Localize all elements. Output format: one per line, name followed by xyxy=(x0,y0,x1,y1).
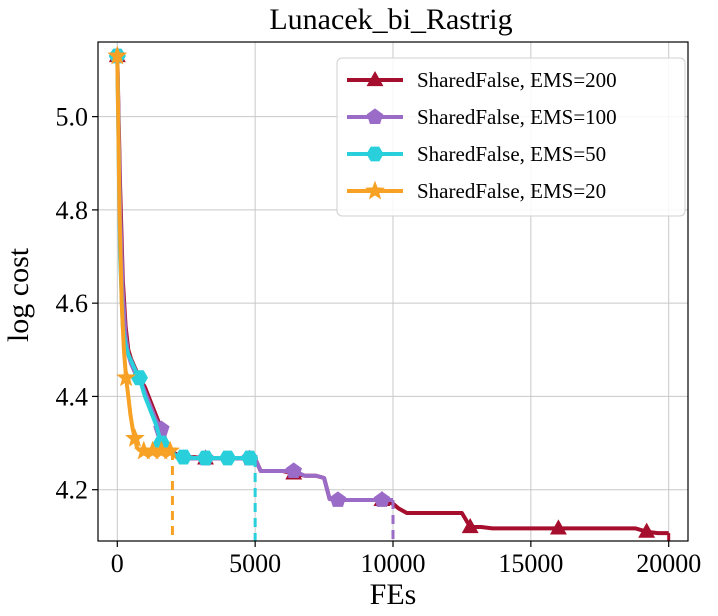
series-marker-1 xyxy=(285,462,302,478)
legend-box xyxy=(336,57,686,217)
chart-title: Lunacek_bi_Rastrig xyxy=(269,3,512,36)
x-axis-ticks: 0 5000 10000 15000 20000 xyxy=(111,541,701,578)
legend-label-1: SharedFalse, EMS=100 xyxy=(417,105,617,129)
legend-marker-0 xyxy=(366,70,384,87)
legend-label-3: SharedFalse, EMS=20 xyxy=(417,179,606,203)
series-marker-2 xyxy=(130,370,148,386)
legend: SharedFalse, EMS=200 SharedFalse, EMS=100… xyxy=(336,57,686,217)
y-tick-label: 4.2 xyxy=(56,476,89,505)
legend-marker-2 xyxy=(366,146,384,162)
x-tick-label: 10000 xyxy=(361,549,426,578)
end-markers xyxy=(170,450,671,541)
y-tick-label: 4.6 xyxy=(56,289,89,318)
y-axis-label: log cost xyxy=(2,247,35,342)
y-tick-label: 4.8 xyxy=(56,196,89,225)
series-marker-3 xyxy=(160,440,181,460)
x-tick-label: 15000 xyxy=(498,549,563,578)
legend-marker-1 xyxy=(366,108,384,124)
legend-label-0: SharedFalse, EMS=200 xyxy=(417,68,617,92)
series-marker-2 xyxy=(241,450,259,466)
series-marker-1 xyxy=(329,491,347,507)
series-marker-0 xyxy=(461,517,479,534)
series-marker-3 xyxy=(107,45,128,65)
legend-label-2: SharedFalse, EMS=50 xyxy=(417,142,606,166)
y-tick-label: 5.0 xyxy=(56,103,89,132)
x-tick-label: 5000 xyxy=(229,549,281,578)
series-marker-0 xyxy=(638,522,656,538)
series-marker-3 xyxy=(116,367,137,387)
y-tick-label: 4.4 xyxy=(56,382,89,411)
series-marker-2 xyxy=(196,450,215,466)
series-marker-2 xyxy=(174,449,193,465)
x-tick-label: 20000 xyxy=(636,549,701,578)
y-axis-ticks: 4.2 4.4 4.6 4.8 5.0 xyxy=(56,103,98,505)
series-layer xyxy=(107,45,669,538)
x-axis-label: FEs xyxy=(370,578,417,611)
series-marker-3 xyxy=(125,427,145,447)
legend-marker-3 xyxy=(365,180,385,200)
x-tick-label: 0 xyxy=(111,549,124,578)
series-marker-0 xyxy=(549,519,567,535)
series-marker-1 xyxy=(373,491,391,507)
series-marker-2 xyxy=(219,450,237,466)
